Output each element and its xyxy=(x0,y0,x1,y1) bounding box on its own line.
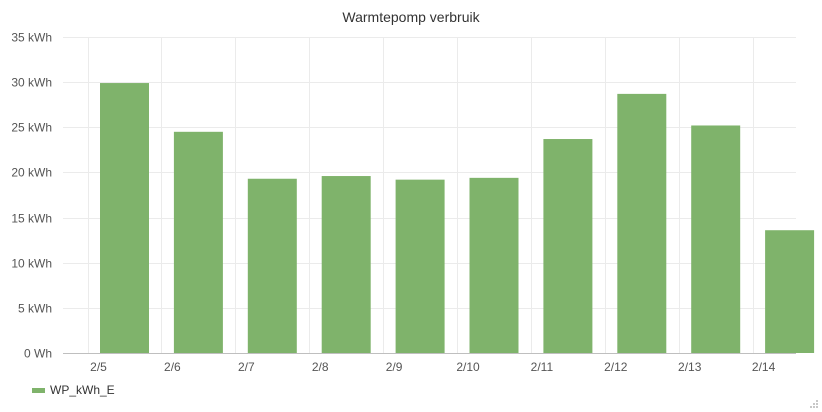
y-tick-label: 0 Wh xyxy=(24,347,52,361)
x-tick-label: 2/12 xyxy=(604,360,628,374)
x-tick-label: 2/9 xyxy=(386,360,403,374)
x-tick-label: 2/8 xyxy=(312,360,329,374)
bar xyxy=(765,230,815,353)
grid-lines xyxy=(63,37,796,353)
bar xyxy=(617,93,667,353)
bar xyxy=(100,83,149,353)
x-tick-label: 2/11 xyxy=(531,360,554,374)
bar xyxy=(543,139,593,353)
bar xyxy=(173,131,223,353)
y-tick-label: 10 kWh xyxy=(11,257,52,271)
bar-series xyxy=(100,83,815,353)
bar xyxy=(247,178,297,353)
bar xyxy=(469,177,519,353)
x-tick-label: 2/13 xyxy=(678,360,702,374)
legend-swatch xyxy=(32,387,45,393)
resize-handle-icon[interactable] xyxy=(808,398,818,408)
x-tick-label: 2/7 xyxy=(238,360,255,374)
tick-labels: 0 Wh 5 kWh 10 kWh 15 kWh 20 kWh 25 kWh 30 kWh 3… xyxy=(11,31,775,375)
y-tick-label: 5 kWh xyxy=(18,302,52,316)
bar xyxy=(395,179,445,353)
legend[interactable]: WP_kWh_E xyxy=(32,383,115,397)
y-tick-label: 35 kWh xyxy=(11,31,52,45)
x-tick-label: 2/5 xyxy=(90,360,107,374)
bar xyxy=(321,176,371,353)
y-tick-label: 30 kWh xyxy=(11,76,52,90)
y-tick-label: 25 kWh xyxy=(11,121,52,135)
chart-title: Warmtepomp verbruik xyxy=(342,9,480,25)
legend-label: WP_kWh_E xyxy=(50,383,115,397)
y-tick-label: 15 kWh xyxy=(11,212,52,226)
y-tick-label: 20 kWh xyxy=(11,166,52,180)
bar xyxy=(691,125,741,353)
x-tick-label: 2/6 xyxy=(164,360,181,374)
x-tick-label: 2/10 xyxy=(456,360,480,374)
x-tick-label: 2/14 xyxy=(752,360,776,374)
